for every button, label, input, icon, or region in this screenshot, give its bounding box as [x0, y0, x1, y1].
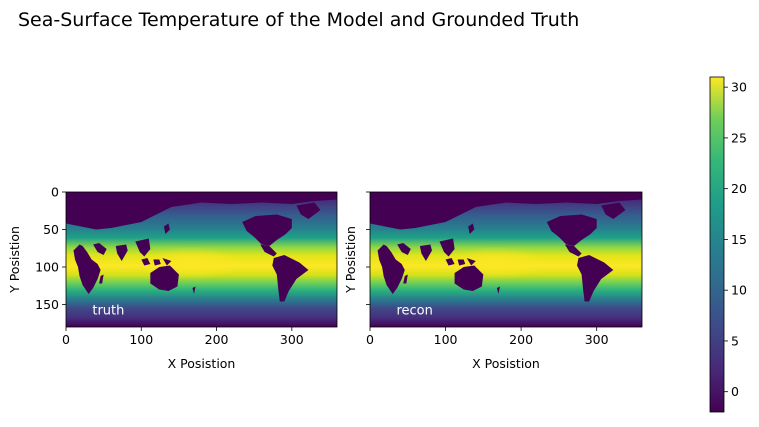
landmass [135, 238, 151, 257]
y-tick-label: 100 [35, 260, 59, 275]
colorbar: 0 5 10 15 20 25 30 [709, 76, 747, 413]
landmass [546, 214, 597, 246]
colorbar-ticks: 0 5 10 15 20 25 30 [724, 80, 747, 399]
x-tick-label: 100 [129, 332, 153, 347]
y-axis-label: Y Posistion [7, 226, 22, 294]
panel-annotation: recon [396, 303, 432, 318]
colorbar-tick-label: 30 [731, 80, 747, 95]
colorbar-tick-label: 20 [731, 181, 747, 196]
panel-annotation: truth [92, 303, 124, 318]
axes-frame [369, 191, 643, 328]
landmass [370, 192, 642, 230]
colorbar-tick-label: 5 [731, 333, 739, 348]
colorbar-tick-label: 10 [731, 283, 747, 298]
landmass [577, 255, 614, 302]
landmass [454, 265, 484, 291]
heatmap-panel-truth: 0 100 200 300 0 50 100 150 X Posistion Y Posistio… [7, 185, 338, 371]
colorbar-gradient [709, 76, 725, 413]
x-tick-label: 200 [205, 332, 229, 347]
x-axis-label: X Posistion [472, 356, 540, 371]
landmass [192, 286, 196, 294]
landmass [403, 274, 408, 284]
landmass [496, 286, 500, 294]
colorbar-tick-label: 25 [731, 130, 747, 145]
y-tick-label: 150 [35, 297, 59, 312]
landmass [93, 243, 107, 255]
landmass [153, 259, 161, 266]
landmass [457, 259, 466, 266]
landmass [162, 258, 172, 266]
landmass [468, 223, 475, 234]
landmass [73, 244, 101, 294]
landmass [272, 255, 309, 302]
figure-title: Sea-Surface Temperature of the Model and… [18, 9, 579, 31]
landmass [445, 258, 455, 266]
colorbar-tick-label: 15 [731, 232, 747, 247]
x-tick-label: 300 [280, 332, 304, 347]
y-axis-label: Y Posistion [343, 226, 358, 294]
y-tick-label: 0 [51, 185, 59, 200]
landmass [150, 265, 179, 291]
colorbar-tick-label: 0 [731, 384, 739, 399]
x-tick-label: 300 [585, 332, 609, 347]
landmass [260, 244, 277, 257]
landmass [115, 244, 128, 261]
landmass [397, 243, 411, 255]
landmass [66, 192, 337, 230]
x-tick-label: 0 [62, 332, 70, 347]
landmass [242, 214, 292, 246]
x-tick-label: 200 [509, 332, 533, 347]
x-axis-label: X Posistion [168, 356, 236, 371]
landmass [466, 258, 476, 266]
y-tick-label: 50 [43, 222, 59, 237]
axes-frame [65, 191, 338, 328]
landmass [419, 244, 432, 261]
x-tick-label: 0 [366, 332, 374, 347]
landmass [99, 274, 104, 284]
landmass [439, 238, 455, 257]
heatmap-panel-recon: 0 100 200 300 X Posistion Y Posistion recon [343, 191, 643, 371]
landmass [141, 258, 151, 266]
landmass [601, 202, 626, 219]
landmass [296, 202, 321, 219]
landmass [564, 244, 582, 257]
landmass [377, 244, 405, 294]
x-tick-label: 100 [434, 332, 458, 347]
landmass [163, 223, 170, 234]
